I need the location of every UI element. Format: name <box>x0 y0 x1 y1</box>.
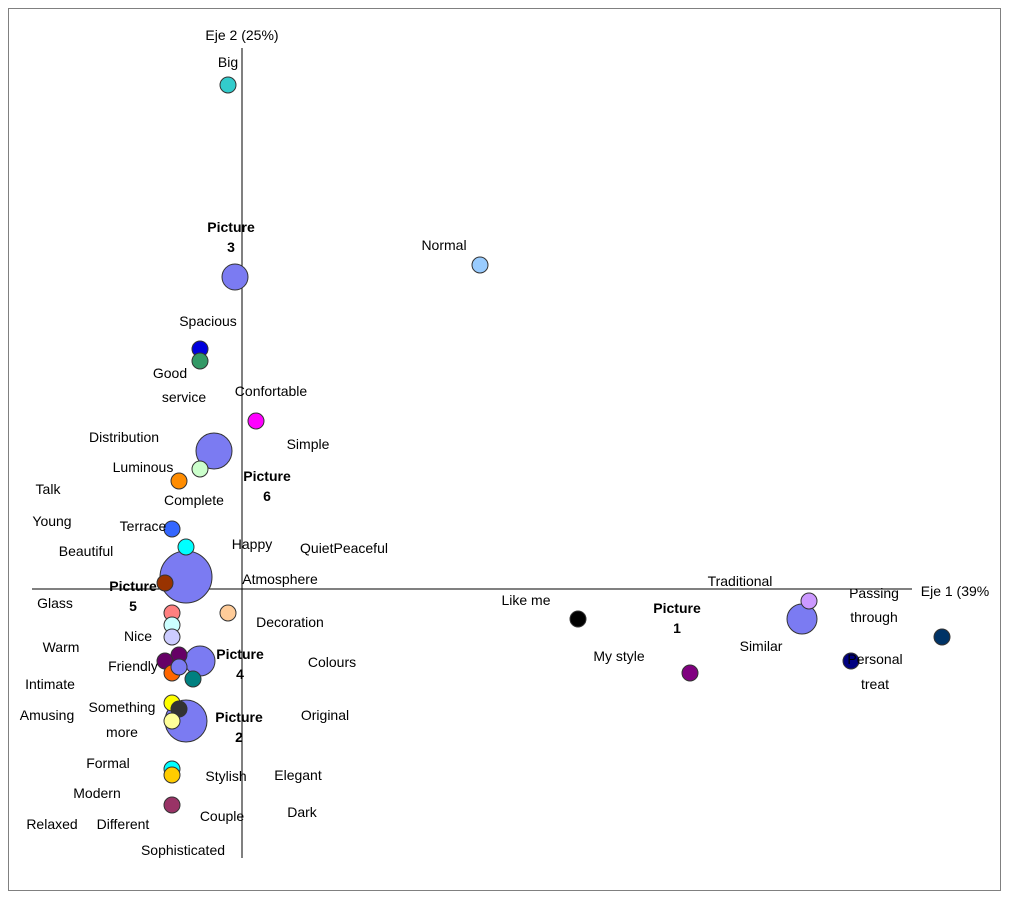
point-label: Beautiful <box>59 543 113 559</box>
point-label: Nice <box>124 628 152 644</box>
point-label: Passing <box>849 585 899 601</box>
attribute-point <box>219 76 237 94</box>
point-label: Original <box>301 707 349 723</box>
picture-label: 5 <box>129 598 137 614</box>
point-label: Complete <box>164 492 224 508</box>
attribute-point <box>681 664 699 682</box>
point-label: Spacious <box>179 313 237 329</box>
chart-frame <box>8 8 1001 891</box>
point-label: Colours <box>308 654 356 670</box>
point-label: Warm <box>43 639 80 655</box>
attribute-point <box>163 766 181 784</box>
attribute-point <box>800 592 818 610</box>
point-label: Intimate <box>25 676 75 692</box>
point-label: Good <box>153 365 187 381</box>
attribute-point <box>933 628 951 646</box>
picture-label: 1 <box>673 620 681 636</box>
point-label: more <box>106 724 138 740</box>
point-label: Personal <box>847 651 902 667</box>
point-label: Amusing <box>20 707 74 723</box>
point-label: Relaxed <box>26 816 77 832</box>
attribute-point <box>163 796 181 814</box>
point-label: Confortable <box>235 383 308 399</box>
attribute-point <box>247 412 265 430</box>
point-label: Glass <box>37 595 73 611</box>
point-label: Elegant <box>274 767 322 783</box>
picture-label: Picture <box>216 646 264 662</box>
point-label: My style <box>593 648 645 664</box>
point-label: Different <box>97 816 150 832</box>
picture-label: 2 <box>235 729 243 745</box>
picture-label: 3 <box>227 239 235 255</box>
point-label: Like me <box>501 592 550 608</box>
point-label: Happy <box>232 536 272 552</box>
point-label: Eje 1 (39% <box>921 583 989 599</box>
point-label: Terrace <box>120 518 167 534</box>
point-label: Couple <box>200 808 245 824</box>
picture-bubble <box>221 263 249 291</box>
point-label: Distribution <box>89 429 159 445</box>
point-label: Eje 2 (25%) <box>205 27 278 43</box>
picture-label: Picture <box>243 468 291 484</box>
point-label: Something <box>89 699 156 715</box>
attribute-point <box>177 538 195 556</box>
attribute-point <box>163 520 181 538</box>
attribute-point <box>156 574 174 592</box>
point-label: Talk <box>36 481 62 497</box>
attribute-point <box>163 712 181 730</box>
attribute-point <box>184 670 202 688</box>
attribute-point <box>842 652 860 670</box>
attribute-point <box>191 460 209 478</box>
point-label: Simple <box>287 436 330 452</box>
attribute-point <box>170 472 188 490</box>
picture-label: Picture <box>215 709 263 725</box>
attribute-point <box>191 352 209 370</box>
point-label: Traditional <box>708 573 773 589</box>
point-label: Modern <box>73 785 120 801</box>
picture-bubble <box>195 432 233 470</box>
point-label: QuietPeaceful <box>300 540 388 556</box>
point-label: treat <box>861 676 889 692</box>
point-label: Big <box>218 54 238 70</box>
picture-label: Picture <box>109 578 157 594</box>
point-label: Atmosphere <box>242 571 318 587</box>
picture-label: 6 <box>263 488 271 504</box>
point-label: through <box>850 609 897 625</box>
attribute-point <box>219 604 237 622</box>
attribute-point <box>163 628 181 646</box>
point-label: Friendly <box>108 658 158 674</box>
point-label: Stylish <box>205 768 246 784</box>
point-label: Dark <box>287 804 318 820</box>
attribute-point <box>170 658 188 676</box>
point-label: service <box>162 389 207 405</box>
attribute-point <box>471 256 489 274</box>
point-label: Similar <box>740 638 783 654</box>
point-label: Sophisticated <box>141 842 225 858</box>
attribute-point <box>569 610 587 628</box>
point-label: Normal <box>421 237 466 253</box>
point-label: Decoration <box>256 614 324 630</box>
point-label: Formal <box>86 755 130 771</box>
picture-label: Picture <box>207 219 255 235</box>
point-label: Young <box>32 513 71 529</box>
point-label: Luminous <box>113 459 174 475</box>
picture-label: 4 <box>236 666 244 682</box>
picture-label: Picture <box>653 600 701 616</box>
